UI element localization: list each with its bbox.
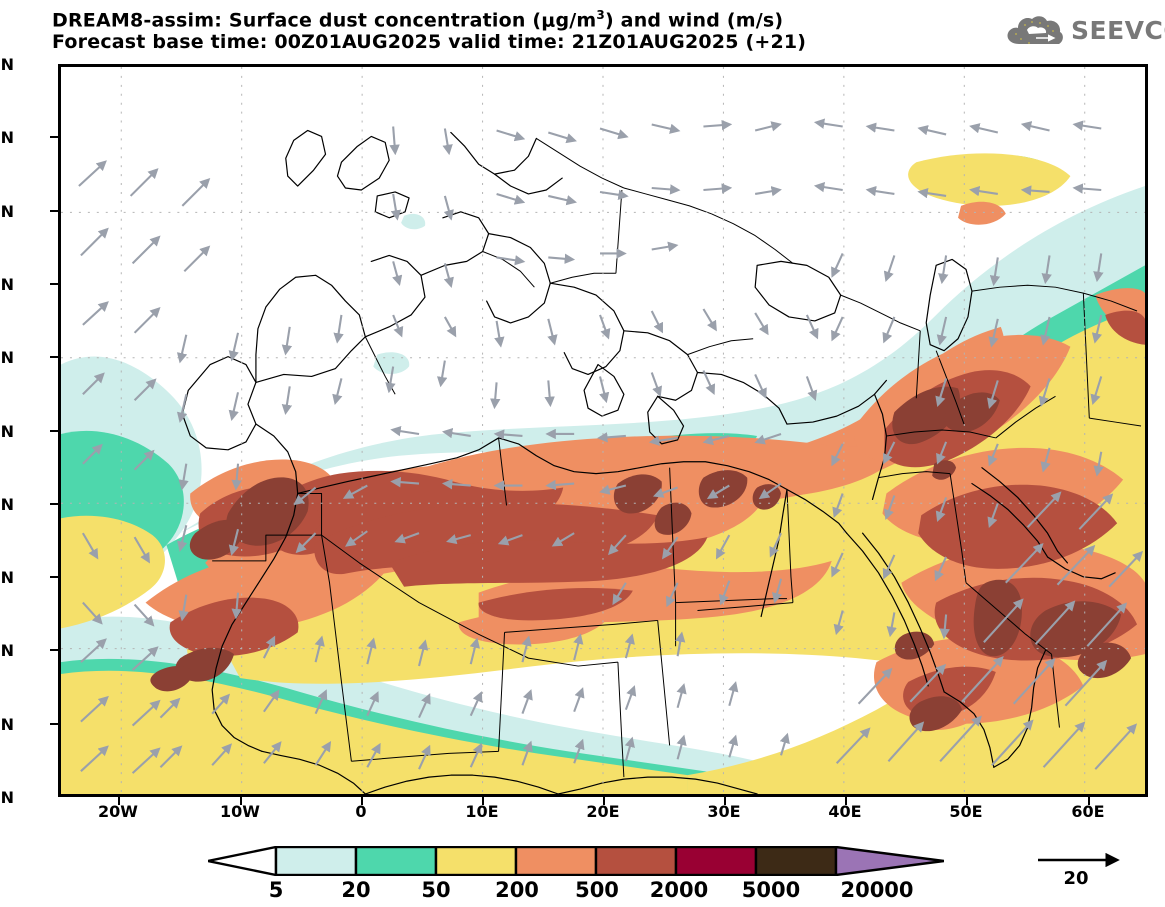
colorbar-tick-label: 5000 <box>741 878 801 902</box>
colorbar-tick-label: 20000 <box>840 878 914 902</box>
x-tick-mark <box>482 797 484 805</box>
x-tick-label: 10W <box>220 802 260 821</box>
y-tick-label: 30N <box>0 422 14 441</box>
x-tick-label: 50E <box>949 802 983 821</box>
y-tick-label: 55N <box>0 55 14 74</box>
colorbar-band-5 <box>274 846 358 876</box>
y-tick-label: 40N <box>0 275 14 294</box>
colorbar-tick-label: 2000 <box>649 878 709 902</box>
colorbar-band-20 <box>354 846 438 876</box>
y-tick-label: 5N <box>0 788 14 807</box>
page-title: DREAM8-assim: Surface dust concentration… <box>52 8 783 31</box>
colorbar-tick-label: 50 <box>421 878 451 902</box>
dust-concentration-map[interactable] <box>58 64 1148 797</box>
x-tick-label: 30E <box>707 802 741 821</box>
x-tick-mark <box>845 797 847 805</box>
y-tick-mark <box>50 210 58 212</box>
page-subtitle: Forecast base time: 00Z01AUG2025 valid t… <box>52 31 807 53</box>
colorbar-legend[interactable]: 5 20 50 200 500 2000 5000 20000 <box>0 838 1165 904</box>
y-tick-mark <box>50 136 58 138</box>
x-tick-mark <box>240 797 242 805</box>
y-tick-label: 25N <box>0 495 14 514</box>
wind-scale-value: 20 <box>1063 868 1089 889</box>
x-tick-mark <box>724 797 726 805</box>
x-tick-mark <box>361 797 363 805</box>
y-tick-mark <box>50 576 58 578</box>
y-tick-label: 45N <box>0 202 14 221</box>
cloud-arrow-icon <box>1005 14 1067 48</box>
colorbar-band-2000 <box>674 846 758 876</box>
colorbar-under-cap <box>208 846 278 876</box>
y-tick-label: 15N <box>0 641 14 660</box>
wind-vector-arrow-icon <box>1038 852 1120 868</box>
y-tick-mark <box>50 283 58 285</box>
x-tick-label: 20W <box>98 802 138 821</box>
x-tick-mark <box>118 797 120 805</box>
map-coastlines <box>181 129 1116 794</box>
colorbar-tick-label: 500 <box>575 878 619 902</box>
colorbar-band-50 <box>434 846 518 876</box>
colorbar-tick-label: 20 <box>341 878 371 902</box>
colorbar-band-500 <box>594 846 678 876</box>
x-tick-label: 20E <box>586 802 620 821</box>
colorbar-swatches <box>208 846 944 876</box>
y-tick-label: 50N <box>0 128 14 147</box>
y-tick-mark <box>50 503 58 505</box>
map-canvas <box>61 67 1145 794</box>
colorbar-tick-label: 200 <box>495 878 539 902</box>
colorbar-band-200 <box>514 846 598 876</box>
y-tick-mark <box>50 356 58 358</box>
y-tick-label: 10N <box>0 715 14 734</box>
map-gridlines <box>61 67 1145 794</box>
title-main-text: DREAM8-assim: Surface dust concentration… <box>52 9 542 32</box>
y-tick-label: 20N <box>0 568 14 587</box>
y-tick-label: 35N <box>0 348 14 367</box>
title-units-text: μg/m <box>541 9 597 32</box>
wind-scale-key: 20 <box>1032 846 1142 896</box>
chart-header: DREAM8-assim: Surface dust concentration… <box>0 0 1165 62</box>
y-tick-mark <box>50 430 58 432</box>
seevccc-logo: SEEVCCC <box>1005 10 1165 52</box>
title-units-exponent: 3 <box>596 8 605 22</box>
x-tick-mark <box>966 797 968 805</box>
x-tick-label: 0 <box>355 802 367 821</box>
colorbar-over-cap <box>834 846 944 876</box>
x-tick-label: 10E <box>465 802 499 821</box>
logo-text: SEEVCCC <box>1071 16 1165 45</box>
x-tick-label: 40E <box>828 802 862 821</box>
x-tick-mark <box>603 797 605 805</box>
colorbar-band-5000 <box>754 846 838 876</box>
y-tick-mark <box>50 649 58 651</box>
wind-vector-field <box>78 118 1144 774</box>
x-tick-mark <box>1088 797 1090 805</box>
title-suffix-text: ) and wind (m/s) <box>604 9 784 32</box>
x-tick-label: 60E <box>1071 802 1105 821</box>
colorbar-tick-label: 5 <box>268 878 284 902</box>
y-tick-mark <box>50 723 58 725</box>
